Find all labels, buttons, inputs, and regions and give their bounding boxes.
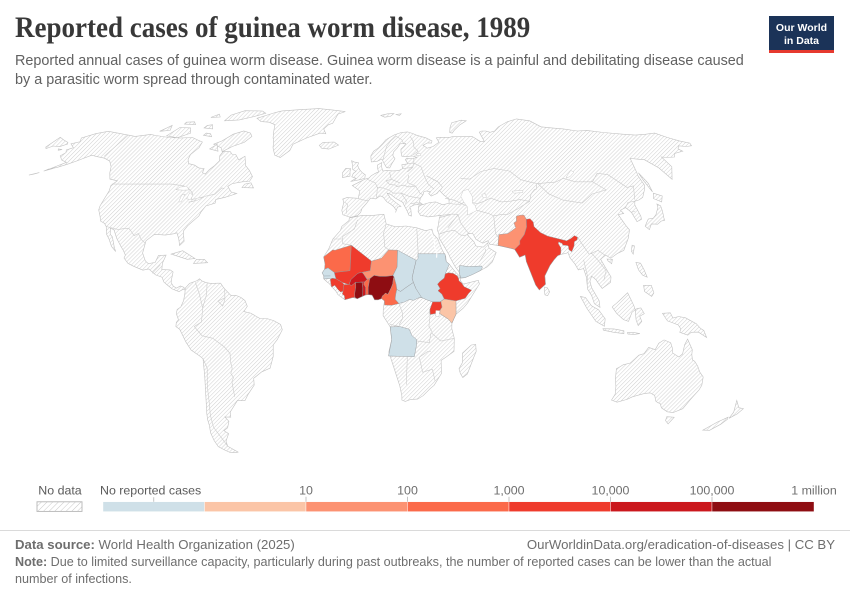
svg-text:No data: No data — [38, 484, 82, 498]
svg-text:No reported cases: No reported cases — [100, 484, 201, 498]
svg-text:100: 100 — [397, 484, 418, 498]
svg-text:10: 10 — [299, 484, 313, 498]
svg-text:1 million: 1 million — [791, 484, 837, 498]
svg-text:10,000: 10,000 — [592, 484, 630, 498]
svg-text:1,000: 1,000 — [493, 484, 524, 498]
svg-text:100,000: 100,000 — [690, 484, 735, 498]
